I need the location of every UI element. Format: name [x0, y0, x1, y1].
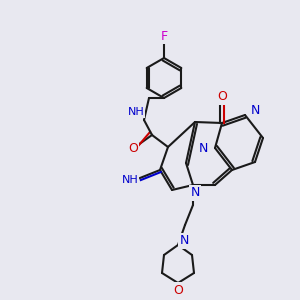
- Text: O: O: [128, 142, 138, 155]
- Text: N: N: [198, 142, 208, 154]
- Text: NH: NH: [128, 107, 144, 117]
- Text: N: N: [250, 103, 260, 116]
- Text: O: O: [173, 284, 183, 296]
- Text: F: F: [160, 29, 168, 43]
- Text: NH: NH: [122, 175, 138, 185]
- Text: N: N: [179, 235, 189, 248]
- Text: N: N: [190, 187, 200, 200]
- Text: O: O: [217, 91, 227, 103]
